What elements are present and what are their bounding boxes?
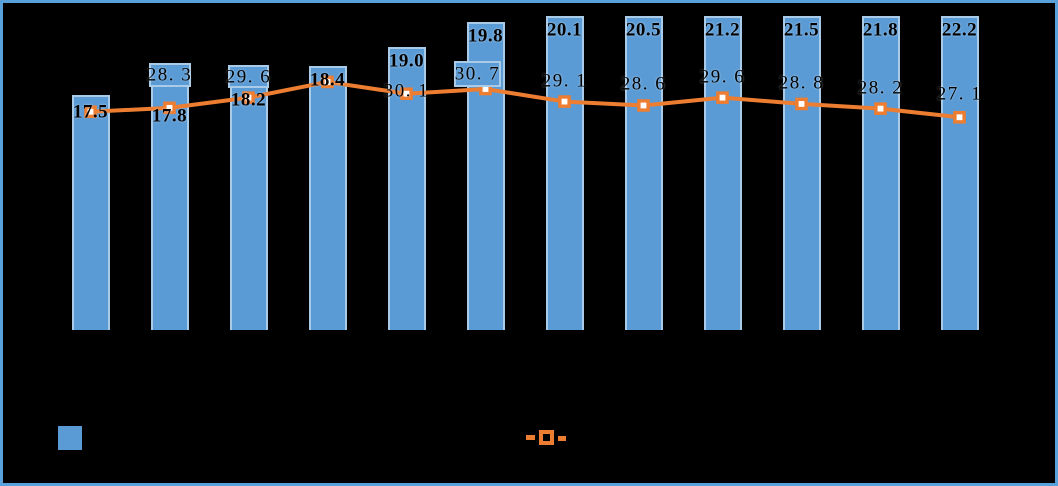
line-marker-4 xyxy=(321,75,334,89)
line-value-label-12: 27. 1 xyxy=(936,83,983,105)
bar-column-11 xyxy=(861,16,900,330)
bar-value-label-10: 21.5 xyxy=(783,19,820,41)
line-marker-10 xyxy=(795,97,808,111)
bar-value-label-6: 19.8 xyxy=(467,25,504,47)
bar-column-1 xyxy=(71,94,110,330)
line-value-label-8: 28. 6 xyxy=(620,73,667,95)
legend-line-swatch xyxy=(526,430,566,446)
line-path xyxy=(90,79,960,120)
line-marker-1 xyxy=(84,105,97,119)
line-marker-11 xyxy=(874,102,887,115)
line-value-label-10: 28. 8 xyxy=(778,72,825,94)
bar-value-label-5: 19.0 xyxy=(388,50,425,72)
bar-value-label-2: 17.8 xyxy=(151,105,188,127)
line-label-fill-6 xyxy=(454,61,501,87)
bar-column-4 xyxy=(308,66,347,330)
bar-value-label-9: 21.2 xyxy=(704,19,741,41)
line-value-label-11: 28. 2 xyxy=(857,77,904,99)
bar-value-label-4: 18.4 xyxy=(309,69,346,91)
bar-column-12 xyxy=(940,16,979,330)
line-value-label-2: 28. 3 xyxy=(146,64,193,86)
bar-column-8 xyxy=(624,16,663,330)
line-marker-2 xyxy=(163,101,176,115)
bar-column-7 xyxy=(545,16,584,330)
line-marker-3 xyxy=(242,91,255,104)
bar-value-label-7: 20.1 xyxy=(546,19,583,41)
legend-line-dash-left xyxy=(526,435,535,440)
legend-line-marker xyxy=(539,430,554,445)
bar-column-2 xyxy=(150,85,189,330)
legend-bar-swatch xyxy=(58,426,82,450)
bar-column-9 xyxy=(703,16,742,330)
line-label-fill-3 xyxy=(228,65,269,89)
line-value-label-9: 29. 6 xyxy=(699,66,746,88)
bar-value-label-1: 17.5 xyxy=(72,101,109,123)
line-value-label-5: 30. 1 xyxy=(383,80,430,102)
line-value-label-3: 29. 6 xyxy=(225,66,272,88)
line-label-fill-2 xyxy=(148,62,191,87)
legend-line-dash-right xyxy=(558,436,566,441)
line-value-label-7: 29. 1 xyxy=(541,70,588,92)
bar-value-label-12: 22.2 xyxy=(941,19,978,41)
bar-value-label-8: 20.5 xyxy=(625,19,662,41)
line-marker-12 xyxy=(953,110,966,124)
line-value-label-6: 30. 7 xyxy=(454,63,501,85)
bar-value-label-11: 21.8 xyxy=(862,19,899,41)
bar-column-10 xyxy=(782,16,821,330)
line-marker-8 xyxy=(637,99,650,112)
line-marker-5 xyxy=(400,87,413,101)
line-marker-7 xyxy=(558,95,571,108)
bar-value-label-3: 18.2 xyxy=(230,89,267,111)
line-marker-9 xyxy=(716,91,729,104)
